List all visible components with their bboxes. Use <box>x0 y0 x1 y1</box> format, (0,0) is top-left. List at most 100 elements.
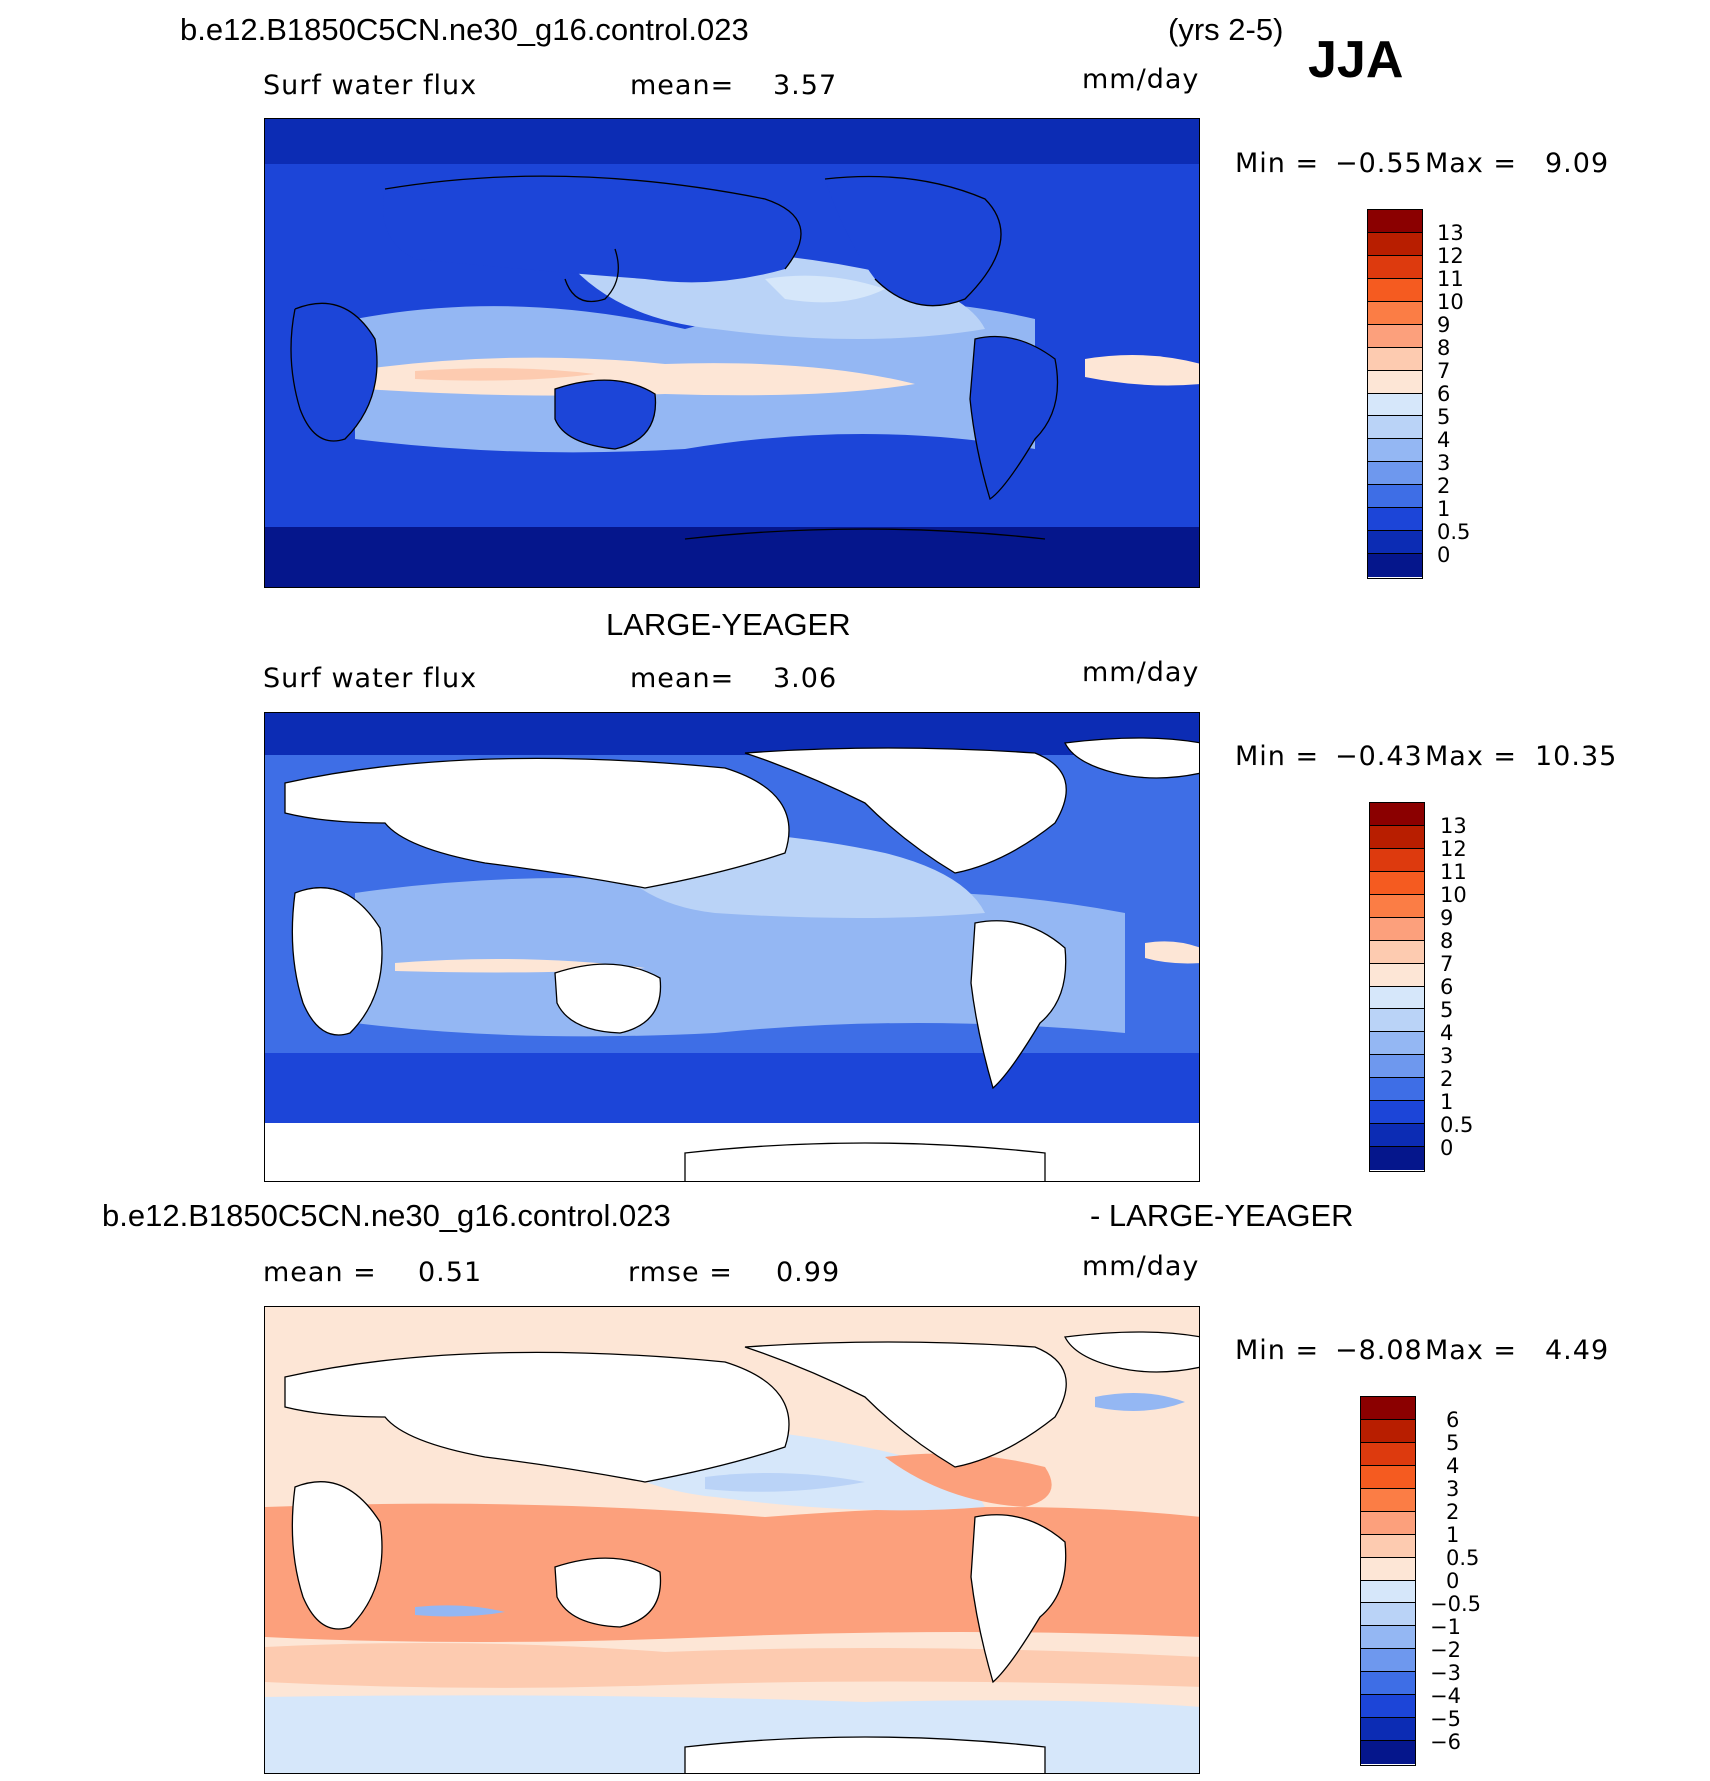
panel3-tick: 2 <box>1446 1500 1460 1524</box>
panel3-colorbar-cell <box>1361 1741 1415 1764</box>
panel2-max-label: Max = <box>1425 741 1518 772</box>
panel2-tick: 10 <box>1440 883 1467 907</box>
panel1-tick: 0.5 <box>1437 520 1471 544</box>
panel2-colorbar-cell <box>1370 1055 1424 1079</box>
panel3-rmse-label: rmse = <box>628 1257 733 1288</box>
panel2-tick: 11 <box>1440 860 1467 884</box>
panel1-max-label: Max = <box>1425 148 1518 179</box>
panel1-tick: 1 <box>1437 497 1451 521</box>
panel1-colorbar-cell <box>1368 347 1422 371</box>
panel2-tick: 2 <box>1440 1067 1454 1091</box>
panel3-colorbar-cell <box>1361 1488 1415 1512</box>
panel1-tick: 2 <box>1437 474 1451 498</box>
panel2-tick: 3 <box>1440 1044 1454 1068</box>
panel3-colorbar-cell <box>1361 1397 1415 1420</box>
panel3-tick: 6 <box>1446 1408 1460 1432</box>
panel2-tick: 4 <box>1440 1021 1454 1045</box>
panel1-colorbar-cell <box>1368 255 1422 279</box>
panel2-colorbar-cell <box>1370 940 1424 964</box>
panel3-tick: −3 <box>1430 1661 1461 1685</box>
panel3-colorbar-cell <box>1361 1649 1415 1673</box>
panel3-colorbar-cell <box>1361 1534 1415 1558</box>
panel2-max-value: 10.35 <box>1535 741 1618 772</box>
panel2-tick: 0 <box>1440 1136 1454 1160</box>
panel1-colorbar-cell <box>1368 324 1422 348</box>
panel2-colorbar-cell <box>1370 1124 1424 1148</box>
panel2-colorbar-cell <box>1370 825 1424 849</box>
panel2-colorbar-cell <box>1370 848 1424 872</box>
panel2-tick: 13 <box>1440 814 1467 838</box>
panel3-colorbar-cell <box>1361 1442 1415 1466</box>
panel3-map <box>264 1306 1200 1774</box>
panel1-colorbar-cell <box>1368 508 1422 532</box>
panel2-min-label: Min = <box>1235 741 1320 772</box>
panel1-colorbar-cell <box>1368 393 1422 417</box>
panel1-colorbar-cell <box>1368 301 1422 325</box>
panel3-max-label: Max = <box>1425 1335 1518 1366</box>
panel1-max-value: 9.09 <box>1545 148 1610 179</box>
panel1-mean-value: 3.57 <box>773 70 838 101</box>
panel3-tick: 4 <box>1446 1454 1460 1478</box>
panel2-tick: 0.5 <box>1440 1113 1474 1137</box>
panel1-tick: 4 <box>1437 428 1451 452</box>
panel2-colorbar-cell <box>1370 803 1424 826</box>
panel3-tick: 0.5 <box>1446 1546 1480 1570</box>
panel1-colorbar-cell <box>1368 485 1422 509</box>
panel3-colorbar-cell <box>1361 1695 1415 1719</box>
panel3-mean-value: 0.51 <box>418 1257 483 1288</box>
panel1-colorbar-cell <box>1368 210 1422 233</box>
panel2-tick: 8 <box>1440 929 1454 953</box>
season-label: JJA <box>1308 31 1404 89</box>
panel1-min-label: Min = <box>1235 148 1320 179</box>
panel1-tick: 7 <box>1437 359 1451 383</box>
panel2-colorbar-cell <box>1370 1147 1424 1170</box>
panel2-tick: 12 <box>1440 837 1467 861</box>
panel1-tick: 8 <box>1437 336 1451 360</box>
panel1-tick: 0 <box>1437 543 1451 567</box>
panel2-field-name: Surf water flux <box>263 663 478 694</box>
panel1-tick: 10 <box>1437 290 1464 314</box>
panel3-tick: −5 <box>1430 1707 1461 1731</box>
panel1-min-value: −0.55 <box>1335 148 1423 179</box>
panel1-tick: 12 <box>1437 244 1464 268</box>
panel3-tick: 0 <box>1446 1569 1460 1593</box>
panel2-colorbar-cell <box>1370 1078 1424 1102</box>
panel3-colorbar-cell <box>1361 1465 1415 1489</box>
panel2-colorbar-cell <box>1370 1101 1424 1125</box>
panel3-tick: −0.5 <box>1430 1592 1481 1616</box>
panel3-min-label: Min = <box>1235 1335 1320 1366</box>
panel1-tick: 13 <box>1437 221 1464 245</box>
panel1-tick: 9 <box>1437 313 1451 337</box>
panel2-mean-label: mean= <box>630 663 735 694</box>
panel1-units: mm/day <box>1082 64 1200 95</box>
panel2-case-title: LARGE-YEAGER <box>606 607 851 642</box>
panel1-tick: 6 <box>1437 382 1451 406</box>
panel3-units: mm/day <box>1082 1251 1200 1282</box>
panel3-colorbar-cell <box>1361 1557 1415 1581</box>
panel3-colorbar-cell <box>1361 1718 1415 1742</box>
panel2-tick: 6 <box>1440 975 1454 999</box>
panel3-tick: −2 <box>1430 1638 1461 1662</box>
panel3-case-a: b.e12.B1850C5CN.ne30_g16.control.023 <box>102 1198 671 1233</box>
panel3-tick: −6 <box>1430 1730 1461 1754</box>
panel2-tick: 5 <box>1440 998 1454 1022</box>
panel2-min-value: −0.43 <box>1335 741 1423 772</box>
panel2-colorbar-cell <box>1370 894 1424 918</box>
panel3-tick: −1 <box>1430 1615 1461 1639</box>
panel2-map <box>264 712 1200 1182</box>
panel2-colorbar-cell <box>1370 1009 1424 1033</box>
panel2-tick: 7 <box>1440 952 1454 976</box>
panel1-mean-label: mean= <box>630 70 735 101</box>
panel1-colorbar-cell <box>1368 554 1422 577</box>
panel2-colorbar-cell <box>1370 963 1424 987</box>
panel1-field-name: Surf water flux <box>263 70 478 101</box>
panel1-tick: 5 <box>1437 405 1451 429</box>
panel3-colorbar-cell <box>1361 1626 1415 1650</box>
panel1-colorbar-cell <box>1368 370 1422 394</box>
panel3-tick: −4 <box>1430 1684 1461 1708</box>
panel2-tick: 9 <box>1440 906 1454 930</box>
panel3-colorbar-cell <box>1361 1419 1415 1443</box>
panel1-case-title: b.e12.B1850C5CN.ne30_g16.control.023 <box>180 12 749 47</box>
panel1-tick: 11 <box>1437 267 1464 291</box>
panel1-map <box>264 118 1200 588</box>
